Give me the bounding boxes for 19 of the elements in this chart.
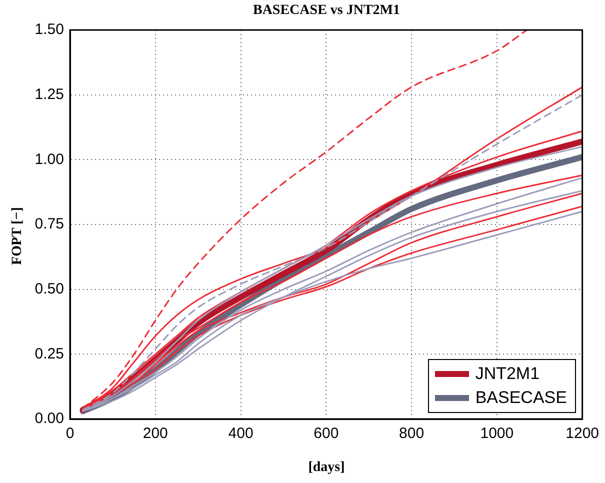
chart-title: BASECASE vs JNT2M1 <box>252 3 402 19</box>
y-tick-label: 0.50 <box>34 280 64 298</box>
x-tick-label: 0 <box>66 425 74 442</box>
y-tick-label: 0.25 <box>34 345 64 362</box>
legend-label: JNT2M1 <box>475 364 540 384</box>
x-tick-label: 800 <box>399 425 424 442</box>
legend-label: BASECASE <box>475 388 567 408</box>
y-tick-label: 0.00 <box>34 410 64 428</box>
x-axis-title: [days] <box>307 460 346 476</box>
x-tick-label: 200 <box>142 425 168 442</box>
x-tick-label: 1200 <box>566 425 600 442</box>
y-tick-label: 1.00 <box>34 150 64 168</box>
x-tick-label: 400 <box>228 425 254 442</box>
x-tick-label: 1000 <box>480 425 514 442</box>
y-axis-title: FOPT [−] <box>10 206 26 267</box>
y-tick-label: 0.75 <box>34 216 64 233</box>
x-tick-label: 600 <box>314 425 339 442</box>
y-tick-label: 1.25 <box>34 86 64 103</box>
y-tick-label: 1.50 <box>34 21 64 38</box>
